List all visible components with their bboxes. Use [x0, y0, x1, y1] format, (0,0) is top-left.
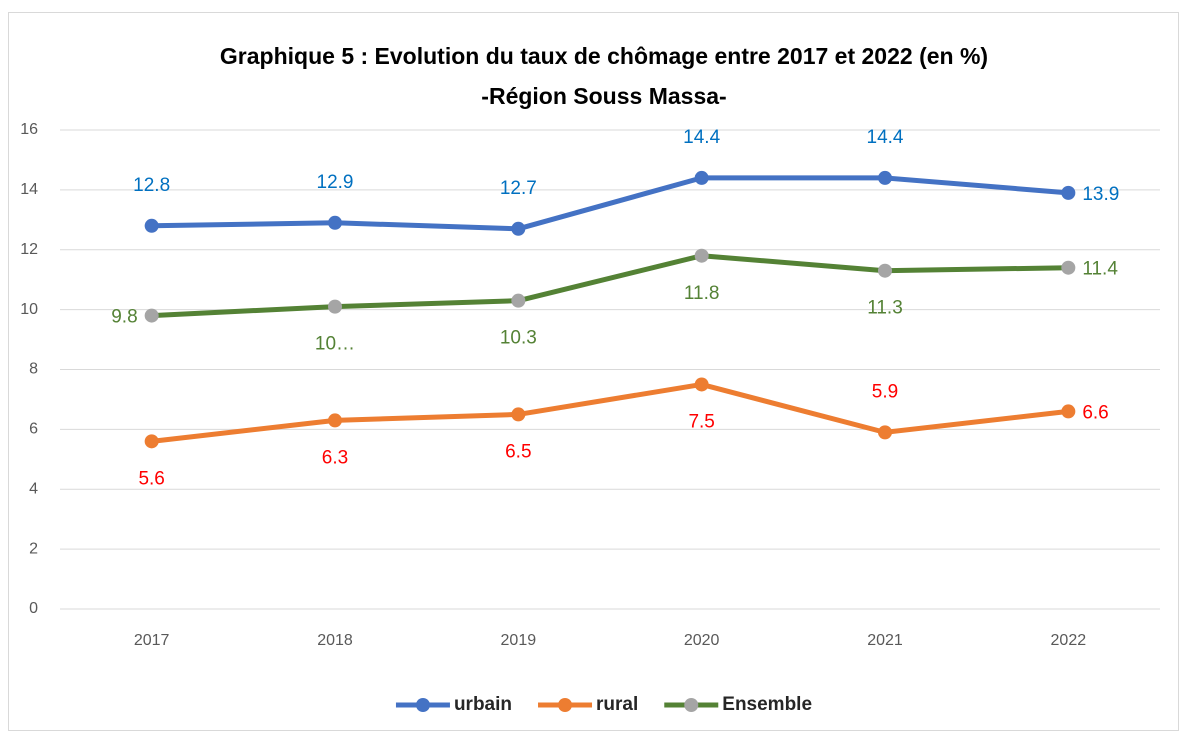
data-label: 11.8 [684, 283, 720, 304]
marker [878, 170, 892, 185]
series-line [149, 175, 1071, 232]
y-tick-label: 0 [29, 600, 38, 617]
chart-border [8, 12, 1179, 731]
y-tick-label: 16 [20, 121, 38, 138]
marker [144, 308, 159, 323]
data-label: 6.3 [322, 447, 348, 468]
data-label: 11.3 [867, 298, 903, 319]
marker [328, 413, 342, 428]
y-tick-label: 12 [20, 241, 38, 258]
data-label: 11.4 [1082, 259, 1118, 280]
marker [1061, 404, 1076, 419]
data-label: 7.5 [688, 411, 714, 432]
chart-title: Graphique 5 : Evolution du taux de chôma… [220, 43, 988, 69]
legend-label: urbain [454, 694, 512, 715]
marker [1061, 185, 1076, 200]
marker [878, 263, 892, 278]
x-tick-label: 2021 [867, 632, 903, 649]
legend-label: rural [596, 694, 638, 715]
data-label: 5.6 [138, 468, 164, 489]
data-label: 12.9 [317, 172, 354, 193]
data-label: 6.5 [505, 441, 531, 462]
y-tick-label: 8 [29, 361, 38, 378]
data-label: 12.8 [133, 175, 170, 196]
data-label: 14.4 [683, 127, 720, 148]
y-tick-label: 2 [29, 540, 38, 557]
x-tick-label: 2020 [684, 632, 720, 649]
legend-marker [684, 698, 699, 712]
marker [511, 221, 526, 236]
data-label: 6.6 [1082, 402, 1108, 423]
x-tick-label: 2017 [134, 632, 170, 649]
x-tick-label: 2022 [1051, 632, 1087, 649]
marker [694, 377, 709, 392]
x-tick-label: 2019 [501, 632, 537, 649]
data-label: 9.8 [111, 307, 137, 328]
data-label: 10.3 [500, 328, 537, 349]
y-tick-label: 4 [29, 480, 38, 497]
y-tick-label: 14 [20, 181, 38, 198]
marker [144, 218, 159, 233]
y-tick-label: 10 [20, 301, 38, 318]
marker [1061, 260, 1076, 275]
series-line [149, 253, 1071, 319]
data-label: 10… [315, 334, 355, 355]
legend-marker [558, 698, 573, 712]
data-label: 12.7 [500, 178, 537, 199]
marker [511, 293, 526, 308]
marker [694, 248, 709, 263]
marker [328, 215, 342, 230]
marker [878, 425, 892, 440]
marker [694, 170, 709, 185]
x-tick-label: 2018 [317, 632, 353, 649]
marker [511, 407, 526, 422]
data-label: 5.9 [872, 381, 898, 402]
y-tick-label: 6 [29, 421, 38, 438]
series-line [149, 381, 1071, 444]
data-label: 14.4 [867, 127, 904, 148]
marker [144, 434, 159, 449]
chart-subtitle: -Région Souss Massa- [481, 83, 726, 109]
marker [328, 299, 342, 314]
legend-label: Ensemble [722, 694, 812, 715]
data-label: 13.9 [1082, 184, 1119, 205]
legend-marker [415, 698, 430, 712]
